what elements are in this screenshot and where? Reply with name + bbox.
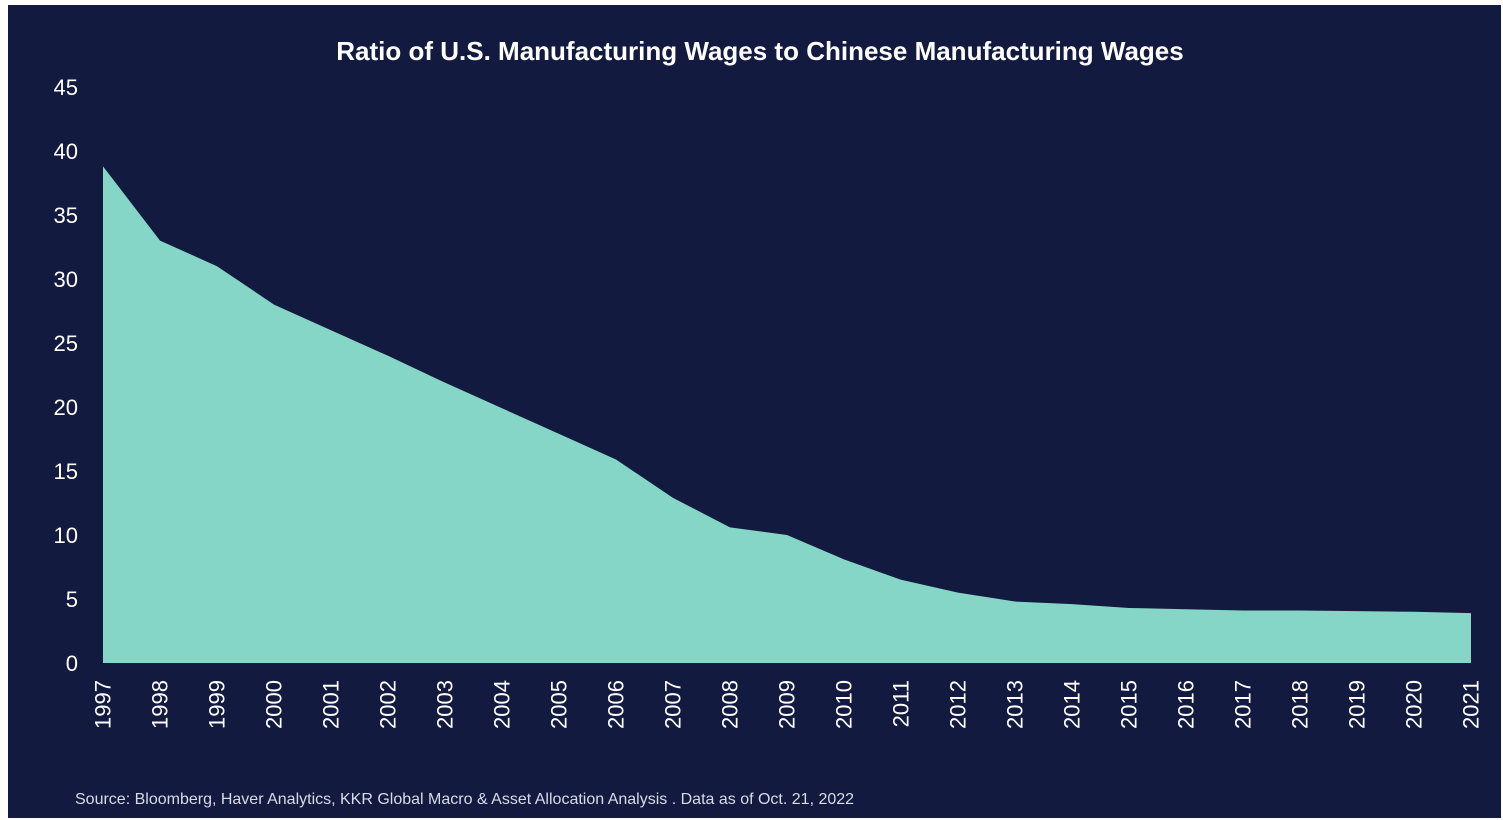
x-tick-label: 2001 — [319, 680, 344, 729]
y-axis: 0 5 10 15 20 25 30 35 40 45 — [54, 75, 78, 676]
x-tick-label: 2015 — [1117, 680, 1142, 729]
x-tick-label: 2007 — [661, 680, 686, 729]
x-tick-label: 2000 — [262, 680, 287, 729]
x-tick-label: 2019 — [1345, 680, 1370, 729]
x-tick-label: 2002 — [376, 680, 401, 729]
series-area — [103, 166, 1471, 664]
plot-area — [103, 166, 1471, 664]
y-tick-label: 35 — [54, 203, 78, 228]
x-tick-label: 1999 — [205, 680, 230, 729]
x-tick-label: 2012 — [946, 680, 971, 729]
y-tick-label: 10 — [54, 523, 78, 548]
x-tick-label: 2009 — [775, 680, 800, 729]
y-tick-label: 40 — [54, 139, 78, 164]
x-tick-label: 2010 — [832, 680, 857, 729]
x-tick-label: 2004 — [490, 680, 515, 729]
x-tick-label: 2006 — [604, 680, 629, 729]
y-tick-label: 20 — [54, 395, 78, 420]
y-tick-label: 25 — [54, 331, 78, 356]
x-tick-label: 2003 — [433, 680, 458, 729]
x-tick-label: 2005 — [547, 680, 572, 729]
source-note: Source: Bloomberg, Haver Analytics, KKR … — [75, 791, 854, 808]
x-tick-label: 2017 — [1231, 680, 1256, 729]
x-tick-label: 1998 — [148, 680, 173, 729]
x-tick-label: 2020 — [1402, 680, 1427, 729]
x-tick-label: 2018 — [1288, 680, 1313, 729]
y-tick-label: 5 — [66, 587, 78, 612]
x-tick-label: 2008 — [718, 680, 743, 729]
y-tick-label: 30 — [54, 267, 78, 292]
x-axis: 1997 1998 1999 2000 2001 2002 2003 2004 2005 2006… — [91, 680, 1484, 729]
x-tick-label: 2013 — [1003, 680, 1028, 729]
x-tick-label: 2011 — [889, 680, 914, 727]
x-tick-label: 2016 — [1174, 680, 1199, 729]
x-tick-label: 1997 — [91, 680, 116, 729]
y-tick-label: 45 — [54, 75, 78, 100]
y-tick-label: 0 — [66, 651, 78, 676]
x-tick-label: 2021 — [1459, 680, 1484, 729]
x-tick-label: 2014 — [1060, 680, 1085, 729]
y-tick-label: 15 — [54, 459, 78, 484]
chart-title: Ratio of U.S. Manufacturing Wages to Chi… — [336, 36, 1183, 66]
